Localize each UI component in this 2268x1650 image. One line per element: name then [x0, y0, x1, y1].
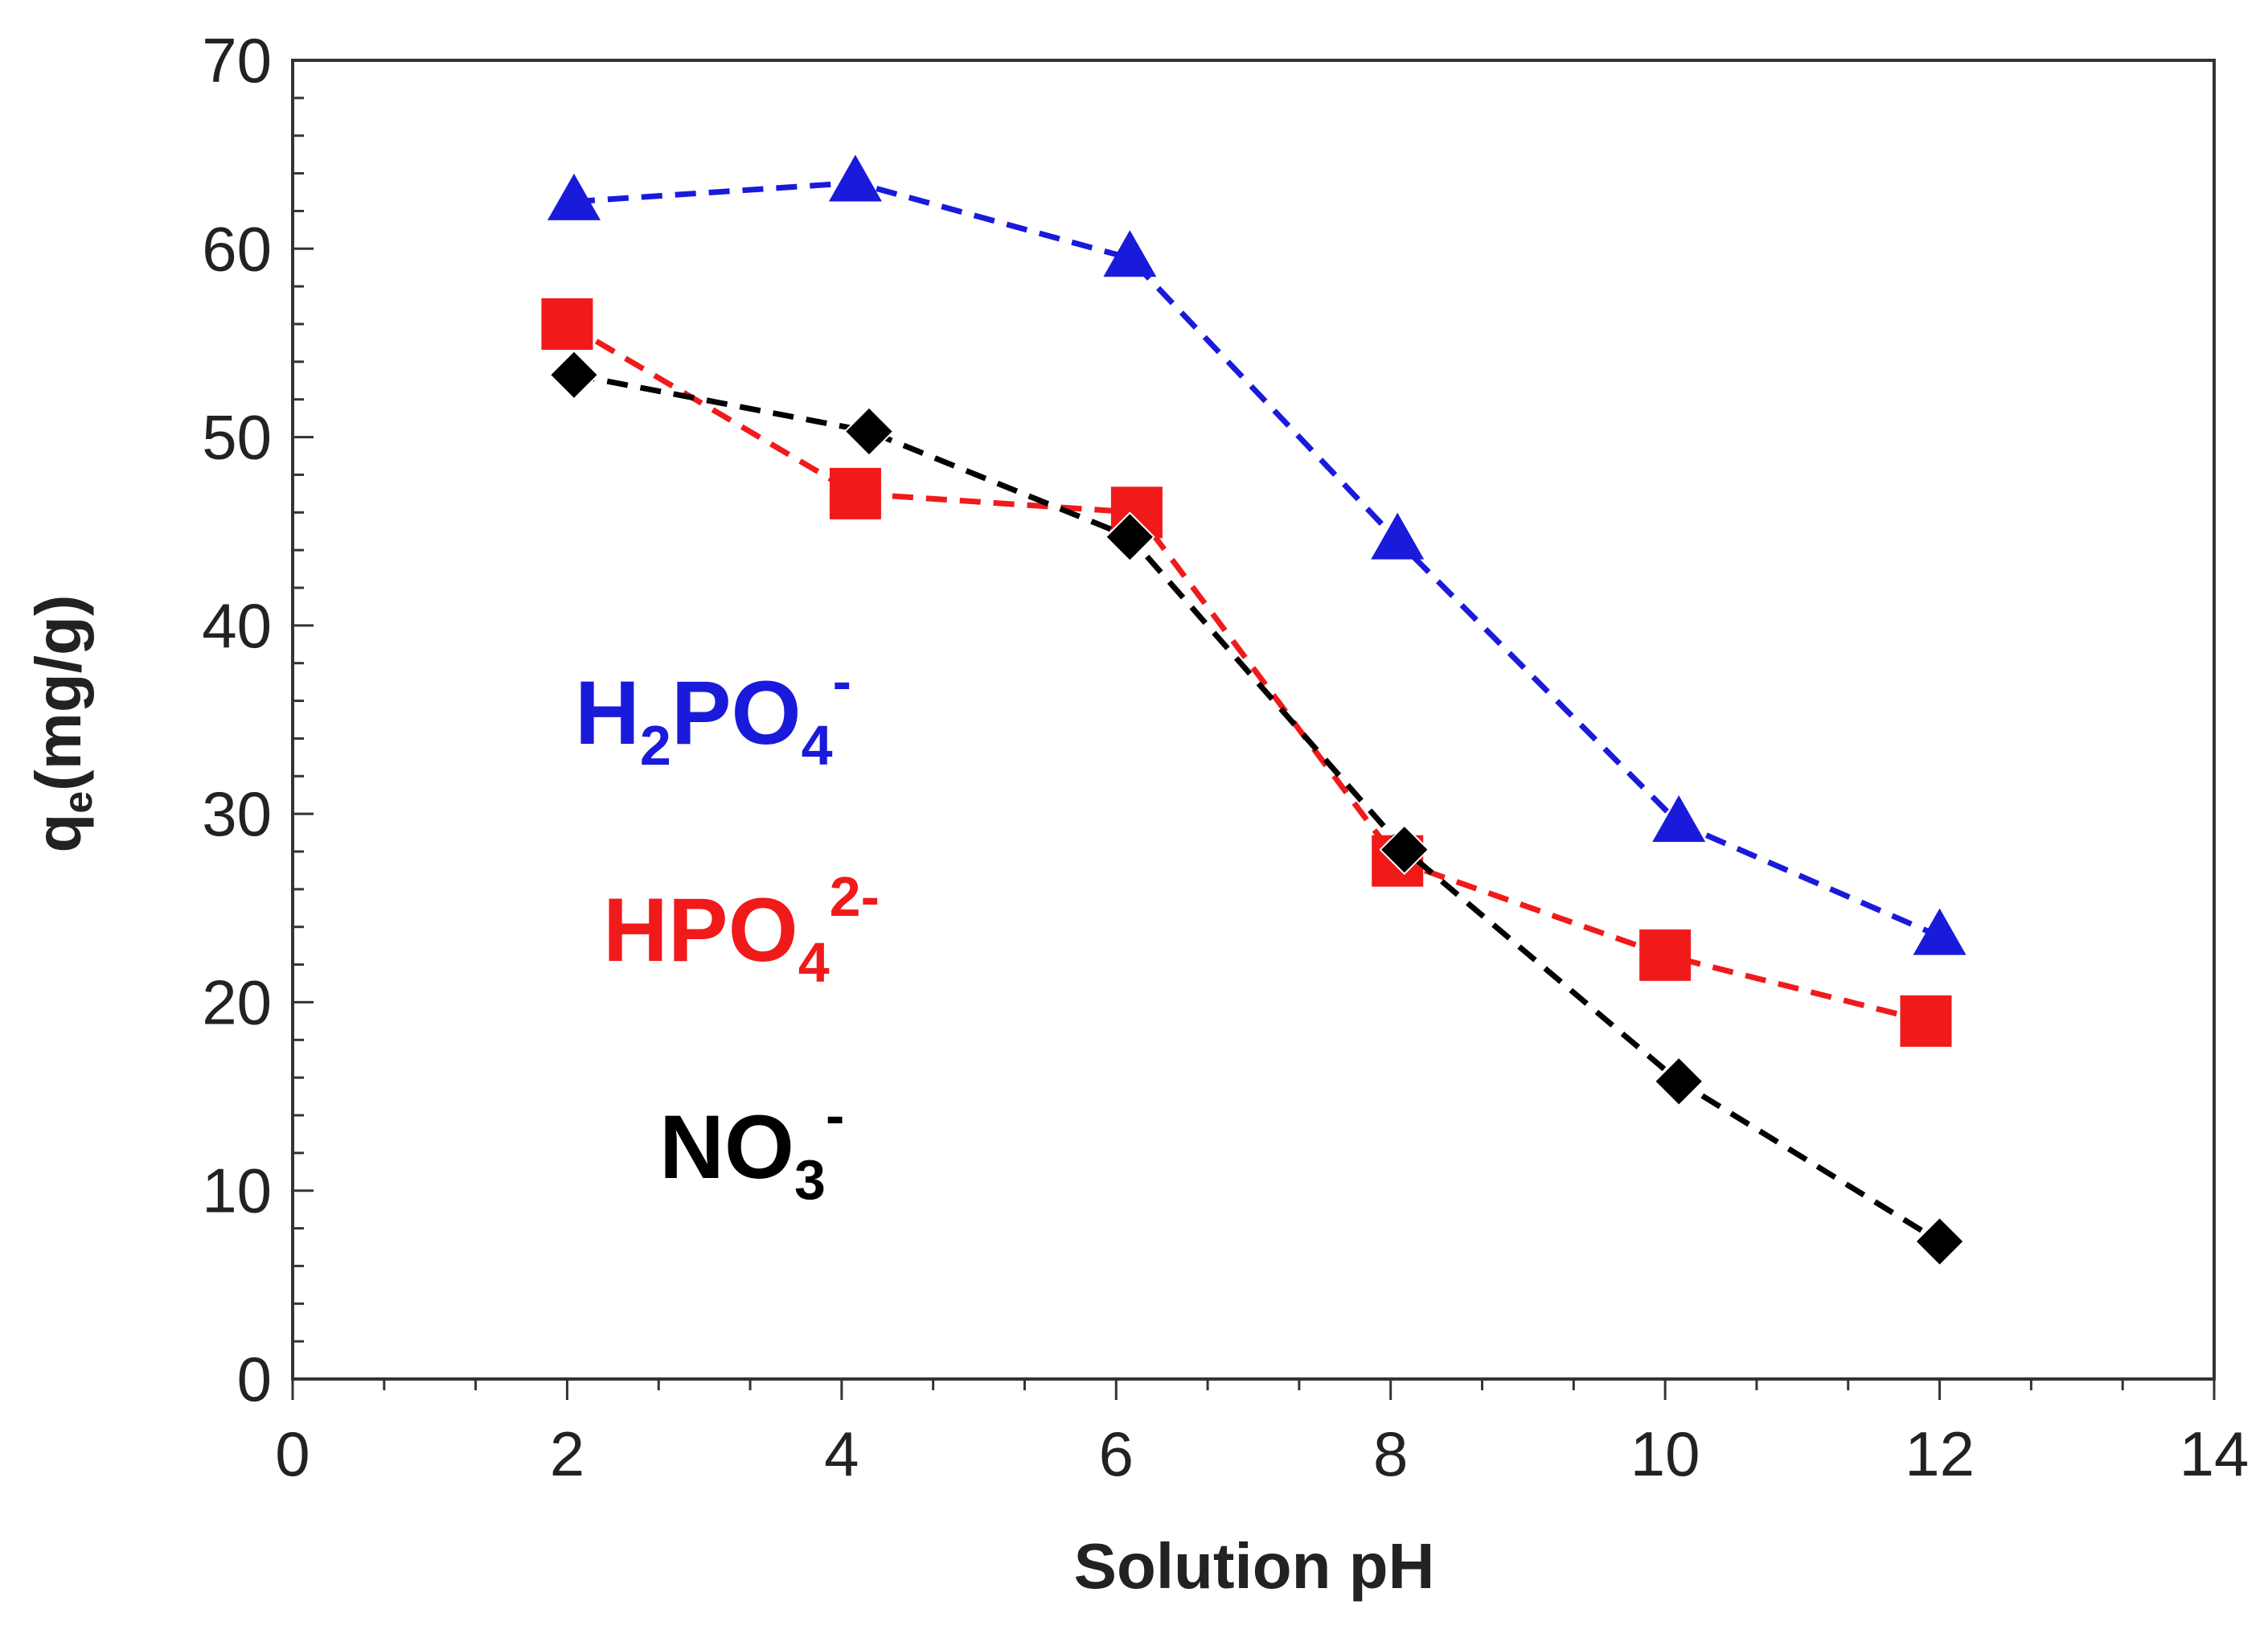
series-label-hpo4-main: HPO: [603, 880, 798, 980]
series-label-no3-main: NO: [659, 1097, 794, 1197]
series-0-point: [1913, 908, 1967, 955]
series-label-h2po4-sub2: 4: [802, 714, 833, 777]
y-axis-title-sub: e: [55, 791, 100, 814]
series-2-point: [1914, 1216, 1965, 1267]
x-axis-title: Solution pH: [1074, 1530, 1435, 1602]
y-tick-label: 10: [202, 1155, 272, 1226]
series-label-h2po4: H2PO4-: [575, 650, 851, 777]
x-tick-label: 8: [1373, 1418, 1408, 1489]
series-2-point: [1104, 511, 1155, 563]
series-label-h2po4-main: H: [575, 663, 640, 763]
series-line-0: [573, 179, 1941, 939]
series-label-no3-sup: -: [826, 1084, 844, 1147]
series-line-1: [565, 321, 1927, 1024]
y-tick-label: 50: [202, 402, 272, 473]
series-label-h2po4-sup: -: [833, 650, 851, 712]
series-label-no3: NO3-: [659, 1084, 844, 1211]
y-tick-label: 0: [237, 1344, 272, 1414]
x-tick-label: 2: [550, 1418, 584, 1489]
series-label-no3-sub: 3: [794, 1148, 826, 1211]
series-line-2: [573, 371, 1942, 1244]
y-tick-label: 30: [202, 778, 272, 849]
series-2-point: [843, 406, 895, 457]
series-label-h2po4-mid: PO: [671, 663, 802, 763]
series-1-point: [1639, 929, 1692, 981]
series-2-point: [548, 349, 600, 400]
y-tick-label: 20: [202, 967, 272, 1037]
y-axis-title: qe(mg/g): [23, 594, 100, 852]
series-0-point: [1652, 795, 1706, 843]
y-axis-ticks: 0 10 20 30 40 50 60 70: [202, 25, 314, 1414]
x-tick-label: 12: [1905, 1418, 1975, 1489]
y-axis-title-rest: (mg/g): [23, 594, 94, 790]
series-1-point: [1900, 995, 1952, 1047]
y-tick-label: 70: [202, 25, 272, 96]
series-2-point: [1653, 1056, 1704, 1107]
x-tick-label: 4: [824, 1418, 859, 1489]
series-1-point: [541, 298, 593, 350]
series-label-hpo4-sub: 4: [798, 931, 830, 994]
series-1-point: [829, 467, 881, 519]
series-label-h2po4-sub: 2: [640, 714, 671, 777]
series-0-point: [1371, 512, 1425, 560]
x-tick-label: 10: [1630, 1418, 1700, 1489]
series-2-point: [1379, 824, 1430, 876]
x-tick-label: 6: [1099, 1418, 1134, 1489]
series-0-point: [547, 173, 601, 220]
series-layer: [541, 154, 1967, 1267]
x-tick-label: 0: [275, 1418, 310, 1489]
series-label-hpo4-sup: 2-: [830, 865, 880, 928]
y-tick-label: 60: [202, 213, 272, 284]
x-axis-ticks: 0 2 4 6 8 10 12 14: [275, 1379, 2249, 1489]
series-0-point: [828, 154, 882, 202]
x-tick-label: 14: [2180, 1418, 2250, 1489]
plot-frame: [291, 59, 2216, 1381]
y-axis-title-main: q: [23, 814, 94, 853]
y-tick-label: 40: [202, 590, 272, 661]
series-label-hpo4: HPO42-: [603, 865, 880, 994]
series-0-point: [1103, 230, 1157, 277]
